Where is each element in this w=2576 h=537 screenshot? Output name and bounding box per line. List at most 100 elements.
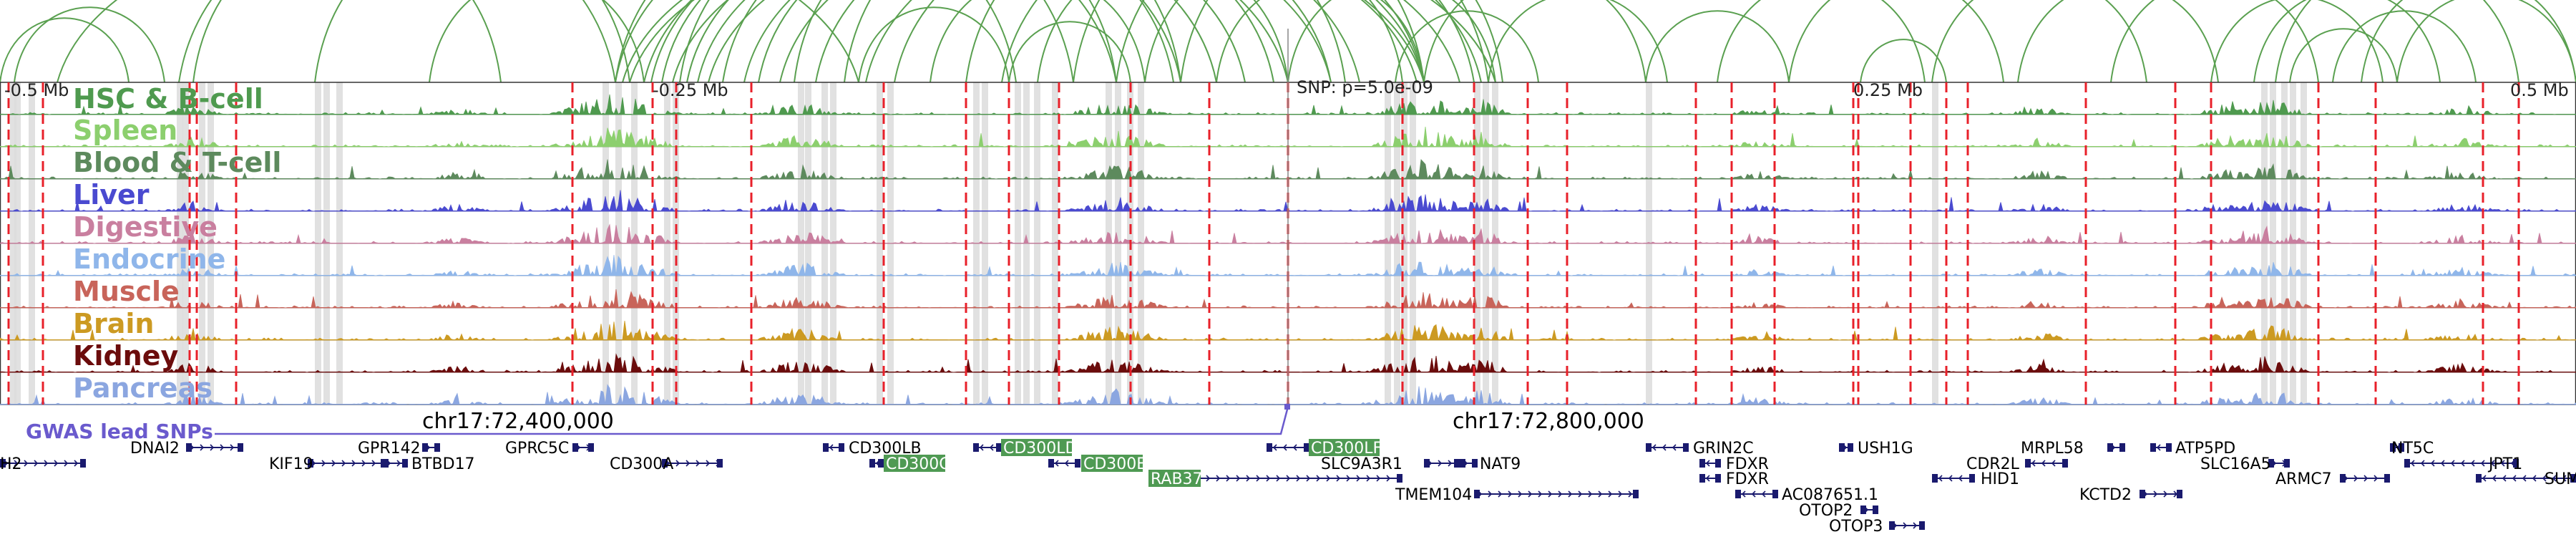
- exon: [1715, 459, 1721, 468]
- chromatin-loop: [2017, 0, 2219, 83]
- strand-arrow: [1448, 460, 1453, 467]
- exon: [2025, 459, 2031, 468]
- strand-arrow: [1938, 475, 1943, 482]
- strand-arrow: [2492, 475, 2497, 482]
- strand-arrow: [2532, 475, 2537, 482]
- gwas-track: GWAS lead SNPs: [26, 404, 1290, 443]
- exon: [2390, 443, 2396, 452]
- track-name: Muscle: [73, 276, 180, 307]
- track-name: Brain: [73, 308, 154, 339]
- coordinate-label: chr17:72,800,000: [1453, 409, 1644, 434]
- chromatin-loop: [1008, 21, 1131, 83]
- strand-arrow: [64, 460, 69, 467]
- strand-arrow: [1672, 444, 1677, 451]
- strand-arrow: [1438, 460, 1443, 467]
- strand-arrow: [2480, 460, 2485, 467]
- strand-arrow: [2051, 460, 2056, 467]
- gene-label: NAT9: [1480, 455, 1521, 473]
- exon: [0, 459, 6, 468]
- exon: [1304, 443, 1309, 452]
- strand-arrow: [1628, 490, 1633, 498]
- gene-label: CD300E: [1083, 455, 1146, 473]
- exon: [1735, 490, 1741, 498]
- coordinate-label: chr17:72,400,000: [422, 409, 614, 434]
- exon: [238, 443, 243, 452]
- gene-label: CD300LB: [849, 440, 922, 458]
- exon: [2513, 459, 2519, 468]
- strand-arrow: [1913, 522, 1918, 529]
- exon: [1848, 443, 1853, 452]
- strand-arrow: [2153, 490, 2158, 498]
- strand-arrow: [2353, 475, 2358, 482]
- exon: [1715, 474, 1721, 483]
- gene-label: CD300C: [886, 455, 950, 473]
- ruler-label: 0.25 Mb: [1853, 80, 1923, 100]
- strand-arrow: [2482, 475, 2487, 482]
- exon: [1646, 443, 1652, 452]
- gene-label: AC087651.1: [1782, 486, 1878, 504]
- gene-highlight-box: [884, 455, 945, 472]
- chromatin-loop: [661, 0, 1181, 83]
- strand-arrow: [1366, 475, 1371, 482]
- exon: [422, 443, 428, 452]
- strand-arrow: [1226, 475, 1231, 482]
- gene-label: FDXR: [1726, 470, 1769, 488]
- chromatin-loop: [0, 17, 130, 83]
- strand-arrow: [2470, 460, 2475, 467]
- strand-arrow: [1272, 444, 1277, 451]
- strand-arrow: [331, 460, 336, 467]
- chromatin-loop: [2275, 0, 2519, 83]
- chromatin-loop: [643, 0, 1289, 83]
- gene-highlight-box: [1081, 455, 1143, 472]
- exon: [1839, 443, 1845, 452]
- strand-arrow: [1652, 444, 1657, 451]
- snp-lines: [7, 29, 2520, 405]
- strand-arrow: [2450, 460, 2455, 467]
- exon: [1454, 459, 1460, 468]
- gene-label: SLC9A3R1: [1321, 455, 1402, 473]
- chromatin-loop: [1037, 0, 1289, 83]
- strand-arrow: [1488, 490, 1493, 498]
- strand-arrow: [1588, 490, 1593, 498]
- gene-label: ARMC7: [2275, 470, 2332, 488]
- strand-arrow: [1958, 475, 1963, 482]
- strand-arrow: [1508, 490, 1513, 498]
- chromatin-loop: [1717, 0, 1926, 83]
- chromatin-loop: [1395, 10, 1539, 83]
- strand-arrow: [1741, 490, 1746, 498]
- chromatin-loop: [622, 0, 1425, 83]
- chromatin-loop: [758, 0, 1274, 83]
- strand-arrow: [829, 444, 834, 451]
- exon: [2570, 474, 2576, 483]
- exon: [1772, 490, 1778, 498]
- exon: [869, 459, 875, 468]
- exon: [1048, 459, 1054, 468]
- exon: [1397, 474, 1402, 483]
- exon: [996, 443, 1002, 452]
- chromatin-loop: [1931, 0, 2147, 83]
- strand-arrow: [2500, 460, 2505, 467]
- exon: [878, 459, 884, 468]
- strand-arrow: [1292, 444, 1297, 451]
- track-name: Blood & T-cell: [73, 147, 281, 178]
- exon: [383, 459, 389, 468]
- exon: [1472, 459, 1478, 468]
- strand-arrow: [1346, 475, 1351, 482]
- chromatin-loop: [858, 6, 1010, 83]
- exon: [1919, 521, 1925, 530]
- strand-arrow: [1286, 475, 1291, 482]
- gene-label: SUMO2: [2545, 470, 2576, 488]
- gwas-lead-snp-marker: [1284, 404, 1290, 410]
- exon: [1424, 459, 1430, 468]
- exon: [1474, 490, 1480, 498]
- exon: [839, 443, 844, 452]
- strand-arrow: [1236, 475, 1241, 482]
- exon: [1889, 521, 1895, 530]
- strand-arrow: [1356, 475, 1361, 482]
- strand-arrow: [989, 444, 994, 451]
- chromatin-loop: [14, 6, 165, 83]
- chromatin-loop: [794, 0, 1117, 83]
- strand-arrow: [210, 444, 215, 451]
